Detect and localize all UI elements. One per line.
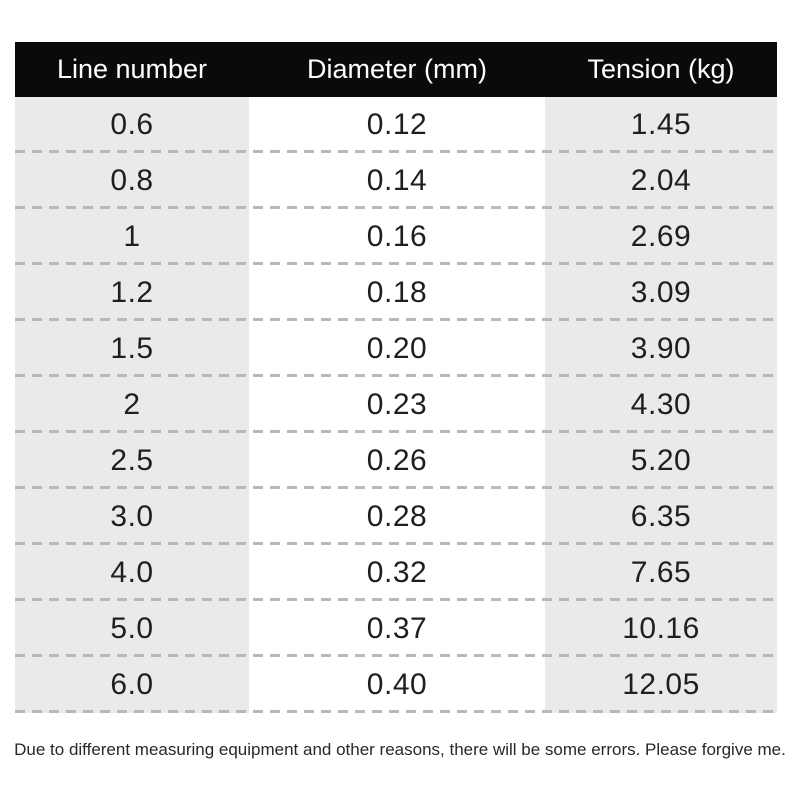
- tension-cell: 6.35: [545, 489, 777, 545]
- table-row: 0.6 0.12 1.45: [15, 97, 777, 153]
- row-divider: [15, 430, 773, 433]
- tension-cell: 10.16: [545, 601, 777, 657]
- line-number-cell: 3.0: [15, 489, 249, 545]
- line-number-cell: 0.6: [15, 97, 249, 153]
- line-number-cell: 1.5: [15, 321, 249, 377]
- header-line-number: Line number: [56, 54, 208, 84]
- line-number-cell: 1: [15, 209, 249, 265]
- line-number-cell: 5.0: [15, 601, 249, 657]
- line-number-cell: 0.8: [15, 153, 249, 209]
- line-number-cell: 2.5: [15, 433, 249, 489]
- diameter-cell: 0.28: [249, 489, 545, 545]
- tension-cell: 3.09: [545, 265, 777, 321]
- table-row: 2.5 0.26 5.20: [15, 433, 777, 489]
- row-divider: [15, 150, 773, 153]
- table-row: 6.0 0.40 12.05: [15, 657, 777, 713]
- row-divider: [15, 206, 773, 209]
- tension-cell: 5.20: [545, 433, 777, 489]
- header-diameter: Diameter (mm): [307, 54, 487, 84]
- row-divider: [15, 654, 773, 657]
- table-row: 3.0 0.28 6.35: [15, 489, 777, 545]
- footer-note: Due to different measuring equipment and…: [14, 740, 786, 759]
- line-number-cell: 1.2: [15, 265, 249, 321]
- tension-cell: 3.90: [545, 321, 777, 377]
- diameter-cell: 0.20: [249, 321, 545, 377]
- row-divider: [15, 710, 773, 713]
- row-divider: [15, 374, 773, 377]
- diameter-cell: 0.18: [249, 265, 545, 321]
- line-number-cell: 2: [15, 377, 249, 433]
- line-number-cell: 6.0: [15, 657, 249, 713]
- row-divider: [15, 542, 773, 545]
- spec-table: Line number Diameter (mm) Tension (kg) 0…: [15, 42, 777, 713]
- diameter-cell: 0.16: [249, 209, 545, 265]
- line-number-cell: 4.0: [15, 545, 249, 601]
- diameter-cell: 0.32: [249, 545, 545, 601]
- tension-cell: 7.65: [545, 545, 777, 601]
- table-row: 5.0 0.37 10.16: [15, 601, 777, 657]
- row-divider: [15, 318, 773, 321]
- diameter-cell: 0.14: [249, 153, 545, 209]
- table-row: 0.8 0.14 2.04: [15, 153, 777, 209]
- row-divider: [15, 486, 773, 489]
- tension-cell: 2.04: [545, 153, 777, 209]
- table-row: 4.0 0.32 7.65: [15, 545, 777, 601]
- tension-cell: 2.69: [545, 209, 777, 265]
- table-header: Line number Diameter (mm) Tension (kg): [15, 42, 777, 97]
- diameter-cell: 0.37: [249, 601, 545, 657]
- table-body: 0.6 0.12 1.45 0.8 0.14 2.04 1 0.16 2.69 …: [15, 97, 777, 713]
- diameter-cell: 0.12: [249, 97, 545, 153]
- diameter-cell: 0.23: [249, 377, 545, 433]
- row-divider: [15, 598, 773, 601]
- table-row: 1.5 0.20 3.90: [15, 321, 777, 377]
- header-tension: Tension (kg): [587, 54, 735, 84]
- diameter-cell: 0.26: [249, 433, 545, 489]
- tension-cell: 4.30: [545, 377, 777, 433]
- table-row: 1 0.16 2.69: [15, 209, 777, 265]
- diameter-cell: 0.40: [249, 657, 545, 713]
- table-row: 1.2 0.18 3.09: [15, 265, 777, 321]
- row-divider: [15, 262, 773, 265]
- tension-cell: 1.45: [545, 97, 777, 153]
- tension-cell: 12.05: [545, 657, 777, 713]
- table-row: 2 0.23 4.30: [15, 377, 777, 433]
